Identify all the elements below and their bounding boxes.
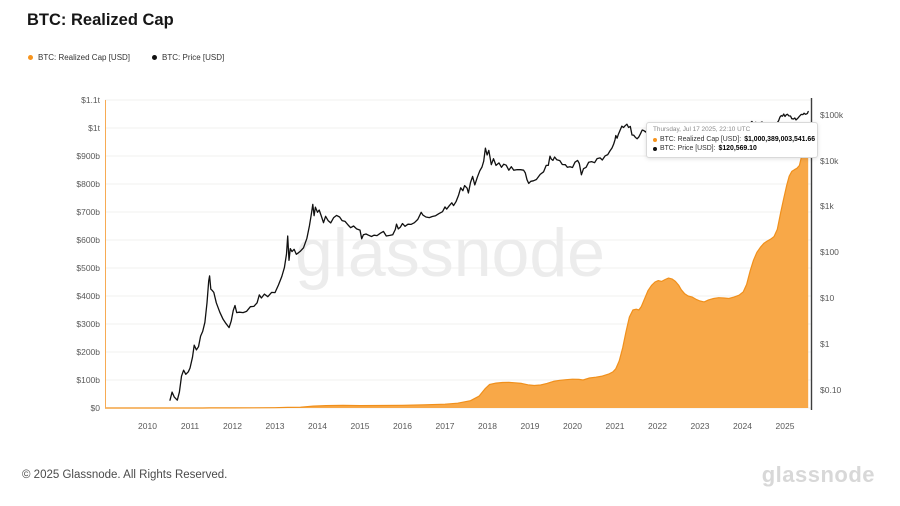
realized-cap-marker-icon [653, 137, 657, 142]
left-axis-tick: $0 [90, 402, 100, 413]
realized-cap-legend-marker-icon [28, 55, 33, 60]
x-axis-tick: 2024 [733, 421, 752, 431]
left-axis-tick: $500b [76, 262, 100, 273]
legend-item-price[interactable]: BTC: Price [USD] [152, 53, 224, 62]
legend-label-realized-cap: BTC: Realized Cap [USD] [38, 53, 131, 62]
realized-cap-line [105, 127, 809, 409]
right-axis-tick: $100k [820, 109, 844, 120]
x-axis-tick: 2010 [138, 421, 157, 431]
price-marker-icon [653, 146, 657, 151]
glassnode-logo: glassnode [761, 462, 875, 487]
x-axis-tick: 2015 [350, 421, 370, 431]
page-title: BTC: Realized Cap [27, 11, 174, 29]
legend-label-price: BTC: Price [USD] [162, 53, 225, 62]
left-axis-tick: $100b [76, 374, 100, 385]
right-axis-tick: $10 [820, 292, 835, 303]
left-axis-tick: $400b [76, 290, 100, 301]
x-axis-tick: 2021 [605, 421, 625, 431]
left-axis-tick: $600b [76, 234, 100, 245]
x-axis-tick: 2012 [223, 421, 242, 431]
right-axis-tick: $1 [820, 338, 830, 349]
tooltip-label: BTC: Realized Cap [USD]: [660, 136, 742, 143]
price-legend-marker-icon [152, 55, 158, 60]
left-axis-tick: $1t [88, 122, 100, 133]
left-axis-tick: $800b [76, 178, 100, 189]
right-axis-tick: $100 [820, 247, 839, 258]
x-axis-tick: 2022 [648, 421, 667, 431]
x-axis-tick: 2011 [180, 421, 200, 431]
right-axis-tick: $10k [820, 155, 839, 166]
left-axis-tick: $200b [76, 346, 100, 357]
chart-tooltip: Thursday, Jul 17 2025, 22:10 UTC BTC: Re… [646, 122, 818, 158]
copyright-text: © 2025 Glassnode. All Rights Reserved. [22, 469, 228, 481]
tooltip-label: BTC: Price [USD]: [660, 145, 716, 152]
tooltip-row-price: BTC: Price [USD]: $120,569.10 [653, 144, 811, 153]
x-axis-tick: 2025 [775, 421, 795, 431]
x-axis-tick: 2014 [308, 421, 327, 431]
x-axis-tick: 2023 [690, 421, 710, 431]
x-axis-tick: 2013 [265, 421, 285, 431]
x-axis-tick: 2017 [435, 421, 455, 431]
tooltip-value: $120,569.10 [718, 145, 757, 152]
right-axis-tick: $1k [820, 201, 834, 212]
left-axis-tick: $700b [76, 206, 100, 217]
legend-item-realized-cap[interactable]: BTC: Realized Cap [USD] [28, 53, 130, 62]
x-axis-tick: 2018 [478, 421, 497, 431]
right-axis-tick: $0.10 [820, 384, 842, 395]
realized-cap-area [105, 127, 809, 409]
tooltip-value: $1,000,389,003,541.66 [744, 136, 816, 143]
glassnode-watermark: glassnode [295, 215, 605, 291]
left-axis-tick: $300b [76, 318, 100, 329]
x-axis-tick: 2020 [563, 421, 582, 431]
left-axis-tick: $900b [76, 150, 100, 161]
x-axis-tick: 2016 [393, 421, 412, 431]
tooltip-date: Thursday, Jul 17 2025, 22:10 UTC [653, 126, 751, 133]
left-axis-tick: $1.1t [81, 94, 100, 105]
legend: BTC: Realized Cap [USD] BTC: Price [USD] [28, 53, 224, 62]
tooltip-row-realized-cap: BTC: Realized Cap [USD]: $1,000,389,003,… [653, 135, 815, 144]
x-axis-tick: 2019 [520, 421, 540, 431]
